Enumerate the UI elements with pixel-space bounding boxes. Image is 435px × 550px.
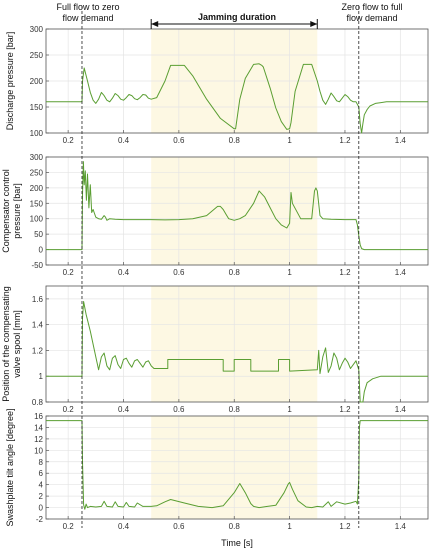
annotation-left-line-2: flow demand [62, 13, 113, 23]
x-tick-label: 1 [287, 136, 292, 145]
y-tick-label: 2 [39, 492, 44, 501]
x-tick-label: 0.6 [173, 136, 185, 145]
x-tick-label: 0.6 [173, 522, 185, 531]
y-axis-label: pressure [bar] [12, 183, 22, 239]
subplot-2: -50 0 50 100 150 200 250 300 0.2 0.4 0.6 0.8 1 1.2 1.4… [1, 153, 429, 277]
x-tick-label: 0.2 [63, 136, 75, 145]
series-line [46, 420, 428, 510]
arrow-head-right [310, 21, 318, 27]
x-tick-label: 0.6 [173, 405, 185, 414]
y-tick-label: 0.8 [32, 398, 44, 407]
y-tick-label: 200 [30, 77, 44, 86]
y-tick-label: 150 [30, 199, 44, 208]
y-axis-label: Position of the compensating [1, 286, 11, 402]
x-tick-label: 1.4 [395, 268, 407, 277]
x-tick-label: 0.2 [63, 405, 75, 414]
y-tick-label: 250 [30, 168, 44, 177]
y-tick-label: 300 [30, 25, 44, 34]
x-tick-label: 1.2 [339, 405, 351, 414]
subplot-3: 0.8 1 1.2 1.4 1.6 0.2 0.4 0.6 0.8 1 1.2 1.4 Position… [1, 285, 429, 414]
annotation-right-line-1: Zero flow to full [341, 2, 402, 12]
y-tick-label: 6 [39, 469, 44, 478]
arrow-head-left [151, 21, 159, 27]
jamming-duration-arrow [150, 19, 318, 29]
x-tick-label: 1.4 [395, 136, 407, 145]
y-tick-label: 10 [34, 446, 43, 455]
y-axis-label: valve spool [mm] [12, 310, 22, 378]
y-tick-label: 14 [34, 423, 43, 432]
x-tick-label: 1.4 [395, 405, 407, 414]
axes-frame [45, 285, 429, 403]
y-tick-label: 0 [39, 246, 44, 255]
subplot-1: 100 150 200 250 300 0.2 0.4 0.6 0.8 1 1.2 1.4 Discha… [5, 25, 429, 145]
x-tick-label: 0.4 [118, 136, 130, 145]
y-tick-label: -2 [36, 515, 44, 524]
annotation-left-event: Full flow to zero flow demand [56, 2, 119, 23]
axes-frame [45, 415, 429, 520]
y-tick-label: 16 [34, 412, 43, 421]
y-tick-label: 1.6 [32, 295, 44, 304]
y-tick-label: 12 [34, 435, 43, 444]
series-line [46, 301, 428, 403]
x-tick-label: 1 [287, 268, 292, 277]
x-tick-label: 1 [287, 405, 292, 414]
axes-frame [45, 156, 429, 266]
series-line [46, 161, 428, 251]
y-tick-label: 150 [30, 103, 44, 112]
x-tick-label: 0.2 [63, 268, 75, 277]
jamming-duration-label: Jamming duration [198, 12, 276, 22]
y-tick-label: 300 [30, 153, 44, 162]
x-tick-label: 1.2 [339, 268, 351, 277]
x-tick-label: 0.8 [229, 268, 241, 277]
annotation-left-line-1: Full flow to zero [56, 2, 119, 12]
subplot-4: -2 0 2 4 6 8 10 12 14 16 0.2 0.4 0.6 0.8 1 1.2 1.4 Swashp… [5, 408, 429, 531]
y-axis-label: Compensator control [1, 169, 11, 253]
y-tick-label: 1 [39, 372, 44, 381]
x-tick-label: 0.8 [229, 522, 241, 531]
x-tick-label: 0.6 [173, 268, 185, 277]
event-lines [81, 6, 360, 528]
y-tick-label: -50 [31, 261, 43, 270]
x-tick-label: 0.2 [63, 522, 75, 531]
y-tick-label: 100 [30, 129, 44, 138]
y-tick-label: 4 [39, 481, 44, 490]
y-tick-label: 8 [39, 458, 44, 467]
x-tick-label: 1.4 [395, 522, 407, 531]
annotation-right-event: Zero flow to full flow demand [341, 2, 402, 23]
x-tick-label: 1.2 [339, 522, 351, 531]
x-tick-label: 0.4 [118, 268, 130, 277]
y-tick-label: 100 [30, 215, 44, 224]
series-line [46, 63, 428, 134]
y-tick-label: 0 [39, 504, 44, 513]
y-axis-label: Swashplate tilt angle [degree] [5, 408, 15, 526]
y-tick-label: 1.4 [32, 321, 44, 330]
x-tick-label: 0.8 [229, 136, 241, 145]
y-tick-label: 1.2 [32, 346, 44, 355]
x-tick-label: 0.4 [118, 522, 130, 531]
annotation-right-line-2: flow demand [346, 13, 397, 23]
x-axis-label: Time [s] [221, 538, 253, 548]
y-tick-label: 50 [34, 230, 43, 239]
x-tick-label: 0.4 [118, 405, 130, 414]
y-tick-label: 250 [30, 51, 44, 60]
y-axis-label: Discharge pressure [bar] [5, 32, 15, 131]
x-tick-label: 1.2 [339, 136, 351, 145]
x-tick-label: 0.8 [229, 405, 241, 414]
x-tick-label: 1 [287, 522, 292, 531]
y-tick-label: 200 [30, 184, 44, 193]
